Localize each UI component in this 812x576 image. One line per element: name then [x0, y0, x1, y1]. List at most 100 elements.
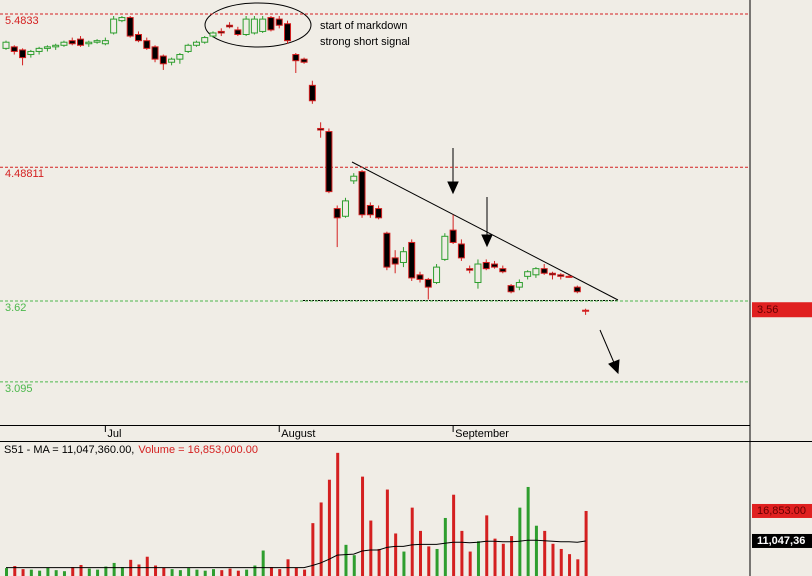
volume-bar	[377, 548, 381, 576]
volume-bar	[344, 544, 348, 576]
volume-bar	[385, 489, 389, 576]
volume-bar	[178, 570, 182, 576]
candle-body	[391, 257, 399, 265]
candle-body	[548, 272, 556, 276]
candle-body	[60, 41, 68, 46]
candle-body	[118, 17, 126, 22]
volume-bar	[71, 567, 75, 576]
trend-line	[351, 161, 619, 301]
annotation-text: strong short signal	[320, 36, 410, 48]
candle-body	[93, 40, 101, 43]
volume-bar	[319, 502, 323, 576]
candle-body	[192, 41, 200, 46]
candle-body	[341, 200, 349, 217]
candle-body	[126, 17, 134, 37]
volume-marker-label: 16,853.00	[757, 505, 806, 517]
legend-part: Volume = 16,853,000.00	[138, 444, 258, 456]
candle-body	[466, 268, 474, 271]
candle-body	[35, 47, 43, 52]
candle-body	[540, 268, 548, 274]
candle-body	[110, 18, 118, 34]
volume-bar	[54, 570, 58, 576]
candle-body	[217, 30, 225, 34]
volume-bar	[410, 507, 414, 576]
ma-marker	[752, 533, 812, 548]
candle-body	[226, 24, 234, 28]
candle-body	[68, 40, 76, 45]
candle-body	[474, 263, 482, 284]
candle-body	[582, 309, 590, 312]
candle-body	[557, 274, 565, 277]
volume-bar	[485, 515, 489, 576]
volume-bar	[510, 536, 514, 576]
candle-body	[565, 275, 573, 278]
candle-body	[176, 54, 184, 60]
arrows	[447, 148, 620, 375]
volume-bar	[212, 569, 215, 576]
volume-bar	[394, 533, 398, 576]
candle-body	[433, 266, 441, 284]
volume-bar	[559, 548, 563, 576]
candle-body	[408, 241, 416, 279]
volume-bar	[336, 452, 340, 576]
candle-body	[515, 282, 523, 288]
candle-body	[77, 38, 85, 46]
volume-bar	[137, 564, 141, 576]
price-marker	[752, 302, 812, 318]
candle-body	[308, 84, 316, 102]
candle-body	[19, 49, 27, 59]
volume-bar	[294, 567, 298, 576]
candle-body	[27, 50, 35, 56]
volume-bar	[261, 550, 265, 576]
y-tick-label: 4.48811	[5, 168, 44, 180]
volume-bar	[443, 517, 447, 576]
candle-body	[424, 278, 432, 288]
volume-bar	[220, 570, 224, 576]
candle-body	[159, 55, 167, 65]
volume-bar	[361, 476, 365, 576]
volume-bar	[79, 564, 83, 576]
candle-body	[52, 44, 60, 48]
volume-bar	[568, 554, 572, 576]
volume-bar	[228, 568, 232, 576]
candle-body	[441, 235, 449, 260]
x-tick-label: Jul	[107, 428, 121, 440]
volume-bar	[245, 569, 249, 576]
ma-line	[6, 539, 586, 569]
candle-body	[499, 268, 507, 273]
volume-bar	[501, 543, 505, 576]
volume-bar	[460, 530, 464, 576]
candle-body	[449, 229, 457, 243]
candle-body	[201, 37, 209, 43]
volume-bar	[236, 570, 240, 576]
volume-bar	[327, 479, 331, 576]
y-tick-label: 3.095	[5, 383, 33, 395]
volume-bar	[452, 494, 456, 576]
candle-body	[375, 208, 383, 219]
candle-body	[524, 271, 532, 277]
ma-marker-label: 11,047,36	[757, 535, 805, 547]
candle-body	[2, 41, 10, 49]
volume-bar	[5, 568, 8, 576]
candle-body	[399, 251, 407, 263]
volume-marker	[752, 503, 812, 518]
candle-body	[292, 54, 300, 62]
annotation-text: start of markdown	[320, 20, 407, 32]
volume-bar	[13, 566, 17, 576]
volume-bar	[253, 565, 257, 576]
candle-body	[143, 40, 151, 49]
volume-bar	[120, 567, 124, 576]
volume-bar	[187, 568, 191, 576]
candle-body	[507, 285, 515, 293]
candle-body	[284, 23, 292, 42]
price-marker-label: 3.56	[757, 304, 778, 316]
volume-bar	[427, 546, 431, 576]
candle-body	[457, 243, 465, 259]
volume-bar	[87, 568, 91, 576]
candle-body	[317, 127, 325, 131]
volume-bar	[62, 571, 66, 576]
candle-body	[85, 41, 93, 45]
candle-body	[358, 171, 366, 216]
volume-bar	[162, 567, 166, 576]
